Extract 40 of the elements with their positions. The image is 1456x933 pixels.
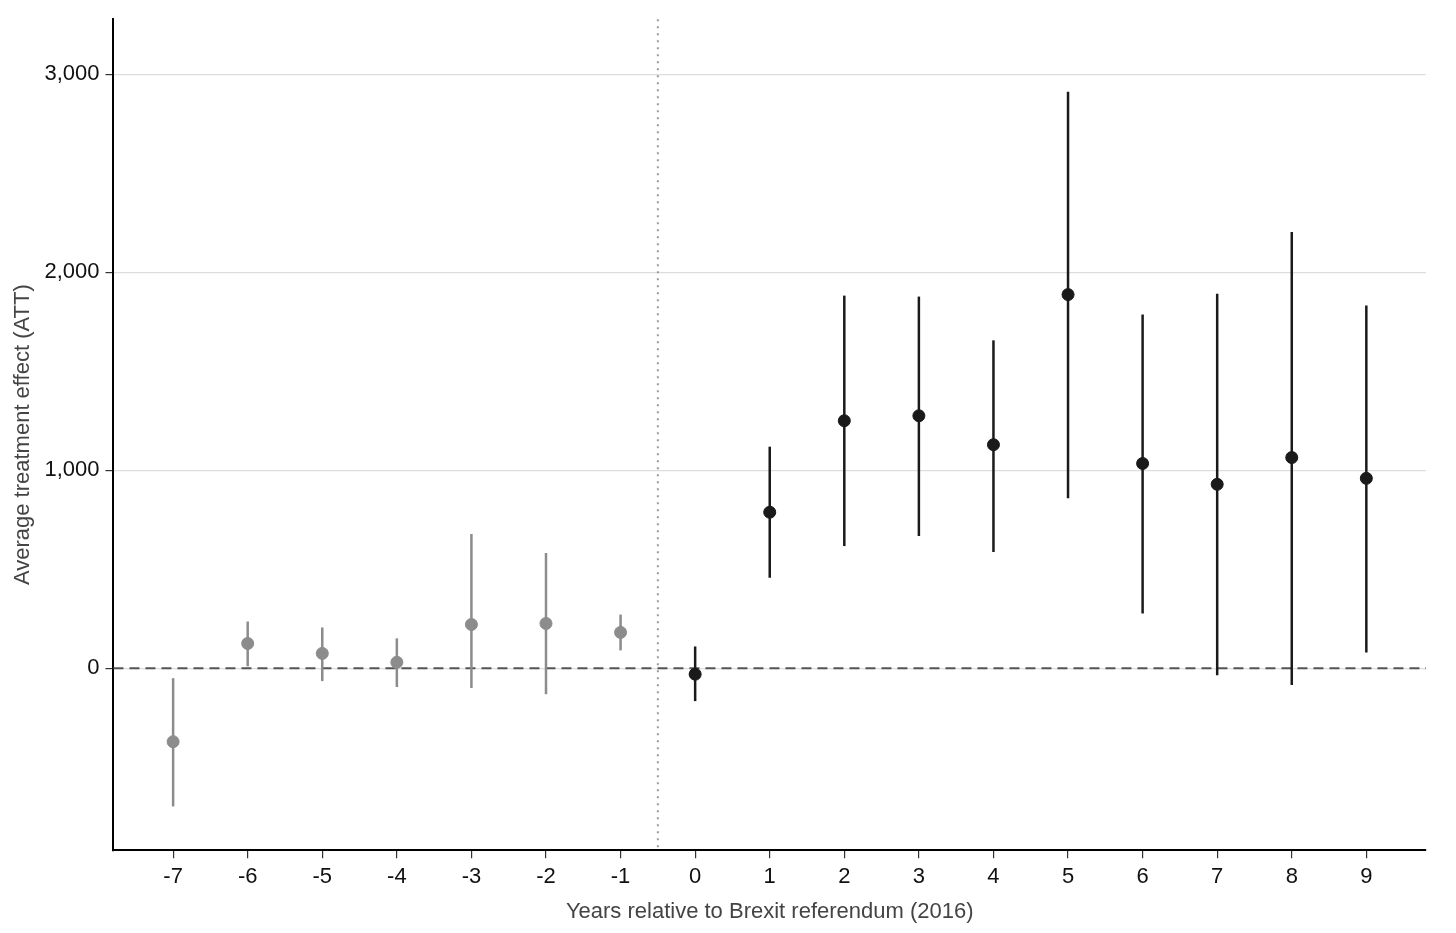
x-tick-label: -4 <box>387 863 407 889</box>
x-tick-label: 0 <box>689 863 702 889</box>
x-tick-label: 4 <box>987 863 1000 889</box>
point <box>241 636 255 650</box>
point <box>614 625 628 639</box>
y-tick-label: 2,000 <box>44 258 100 284</box>
point <box>1210 477 1224 491</box>
x-tick-label: 2 <box>838 863 851 889</box>
point <box>1136 457 1150 471</box>
x-tick-label: 1 <box>763 863 776 889</box>
x-tick-label: -6 <box>237 863 258 889</box>
point <box>837 414 851 428</box>
y-tick-label: 1,000 <box>44 456 100 482</box>
y-axis-title: Average treatment effect (ATT) <box>9 284 35 586</box>
point <box>166 735 180 749</box>
x-tick-label: 8 <box>1285 863 1298 889</box>
y-tick-label: 3,000 <box>44 60 100 86</box>
point <box>688 667 702 681</box>
x-tick-label: -2 <box>536 863 556 889</box>
x-tick-label: -1 <box>610 863 631 889</box>
point <box>390 655 404 669</box>
point <box>1061 288 1075 302</box>
x-axis-title: Years relative to Brexit referendum (2016) <box>565 897 974 923</box>
x-tick-label: 7 <box>1211 863 1224 889</box>
y-tick-label: 0 <box>87 654 100 680</box>
x-tick-label: -7 <box>163 863 183 889</box>
point <box>315 646 329 660</box>
x-tick-label: -5 <box>312 863 333 889</box>
point <box>1359 471 1373 485</box>
point <box>539 616 553 630</box>
x-tick-label: -3 <box>461 863 482 889</box>
point <box>763 505 777 519</box>
x-tick-label: 9 <box>1360 863 1373 889</box>
x-tick-label: 6 <box>1136 863 1149 889</box>
point <box>1285 451 1299 465</box>
point <box>464 617 478 631</box>
point <box>912 409 926 423</box>
x-tick-label: 3 <box>912 863 925 889</box>
x-tick-label: 5 <box>1061 863 1075 889</box>
point <box>986 438 1000 452</box>
